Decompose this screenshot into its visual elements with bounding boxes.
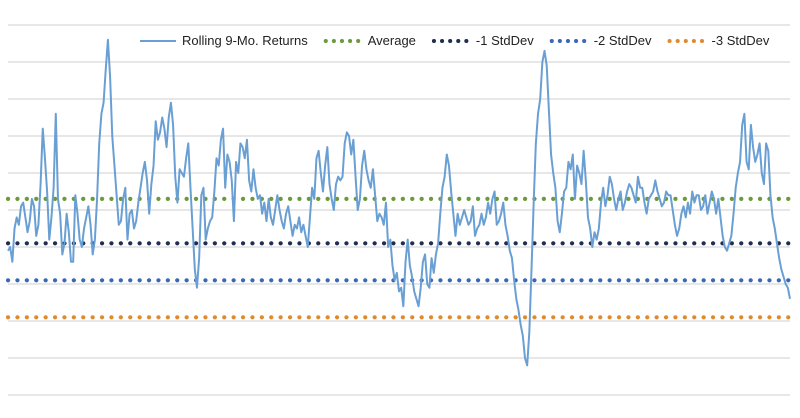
legend-item-2-stddev: -2 StdDev (549, 33, 652, 48)
legend-item-rolling-9-mo-returns: Rolling 9-Mo. Returns (140, 33, 308, 48)
legend: Rolling 9-Mo. Returns Average -1 StdDev -2 … (140, 33, 770, 48)
legend-item-3-stddev: -3 StdDev (667, 33, 770, 48)
series-line-rolling-returns (7, 38, 791, 367)
series-layer (7, 38, 791, 367)
legend-item-average: Average (323, 33, 416, 48)
legend-label: -2 StdDev (594, 33, 652, 48)
legend-label: -1 StdDev (476, 33, 534, 48)
legend-item-1-stddev: -1 StdDev (431, 33, 534, 48)
legend-label: Rolling 9-Mo. Returns (182, 33, 308, 48)
legend-label: -3 StdDev (712, 33, 770, 48)
legend-label: Average (368, 33, 416, 48)
